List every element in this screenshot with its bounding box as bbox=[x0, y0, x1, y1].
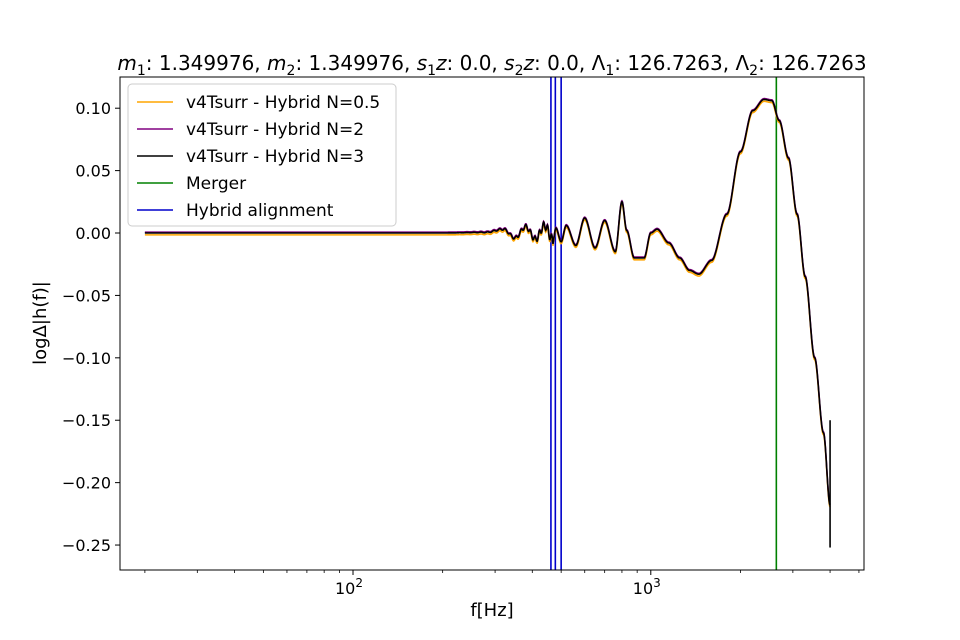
x-axis: 102 103 bbox=[144, 570, 860, 598]
x-axis-label: f[Hz] bbox=[470, 600, 513, 621]
legend-items: v4Tsurr - Hybrid N=0.5 v4Tsurr - Hybrid N… bbox=[137, 93, 380, 221]
series-layer bbox=[144, 97, 831, 548]
legend-label: v4Tsurr - Hybrid N=2 bbox=[186, 120, 364, 140]
y-tick-label: 0.00 bbox=[75, 224, 111, 243]
y-axis: 0.10 0.05 0.00 −0.05 −0.10 −0.15 −0.20 −0.25 bbox=[62, 99, 120, 555]
y-tick-label: −0.05 bbox=[62, 286, 111, 305]
legend-label: Hybrid alignment bbox=[186, 201, 334, 221]
legend-label: v4Tsurr - Hybrid N=3 bbox=[186, 147, 364, 167]
y-tick-label: −0.20 bbox=[62, 474, 111, 493]
y-tick-label: −0.25 bbox=[62, 536, 111, 555]
plot-frame bbox=[119, 76, 865, 571]
y-tick-label: 0.10 bbox=[75, 99, 111, 118]
legend: v4Tsurr - Hybrid N=0.5 v4Tsurr - Hybrid N… bbox=[127, 83, 397, 227]
legend-label: v4Tsurr - Hybrid N=0.5 bbox=[186, 93, 380, 113]
x-tick-label: 102 bbox=[335, 576, 363, 598]
legend-frame bbox=[127, 83, 397, 227]
legend-label: Merger bbox=[186, 174, 246, 194]
y-tick-label: −0.10 bbox=[62, 349, 111, 368]
y-tick-label: 0.05 bbox=[75, 162, 111, 181]
x-tick-label: 103 bbox=[633, 576, 661, 598]
vlines-layer bbox=[550, 77, 778, 570]
y-axis-label: logΔ|h(f)| bbox=[30, 281, 51, 365]
y-tick-label: −0.15 bbox=[62, 411, 111, 430]
series-line-3 bbox=[144, 98, 831, 506]
chart-title: m1: 1.349976, m2: 1.349976, s1z: 0.0, s2… bbox=[117, 51, 866, 79]
